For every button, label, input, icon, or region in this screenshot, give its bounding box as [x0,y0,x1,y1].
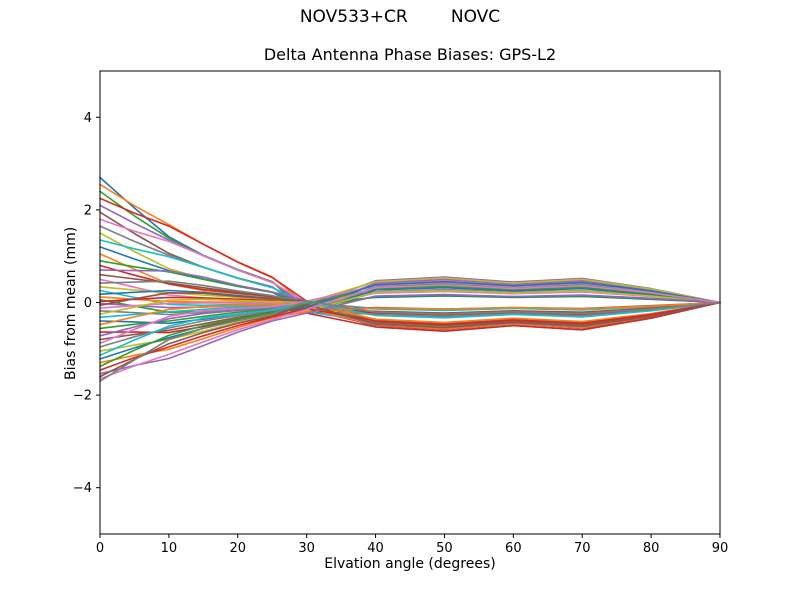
x-tick-label: 20 [230,541,247,556]
x-tick-label: 50 [436,541,453,556]
y-tick-label: 2 [84,203,92,218]
figure-suptitle: NOV533+CR NOVC [299,7,501,27]
chart-title: Delta Antenna Phase Biases: GPS-L2 [263,45,557,64]
y-tick-label: 4 [84,111,92,126]
x-tick-label: 90 [712,541,729,556]
bias-line-line-43 [99,285,721,368]
y-tick-label: −2 [73,389,92,404]
x-tick-label: 80 [643,541,660,556]
x-tick-label: 0 [96,541,104,556]
y-axis-label: Bias from mean (mm) [63,226,79,380]
x-tick-label: 40 [367,541,384,556]
x-tick-label: 60 [505,541,522,556]
x-tick-label: 10 [161,541,178,556]
bias-line-line-41 [99,280,721,360]
bias-line-line-46 [99,301,721,378]
y-axis-ticks: −4 −2 0 2 4 [73,111,100,496]
bias-line-line-45 [99,293,721,375]
x-axis-label: Elvation angle (degrees) [324,556,496,572]
bias-line-line-48 [99,300,721,383]
bias-line-line-44 [99,301,721,371]
x-tick-label: 70 [574,541,591,556]
bias-line-line-47 [99,284,721,380]
bias-line-line-42 [99,301,721,364]
bias-line-line-40 [99,301,721,357]
series-lines [99,176,721,383]
x-tick-label: 30 [298,541,315,556]
y-tick-label: 0 [84,296,92,311]
x-axis-ticks: 0 10 20 30 40 50 60 70 80 90 [96,534,728,556]
y-tick-label: −4 [73,481,92,496]
